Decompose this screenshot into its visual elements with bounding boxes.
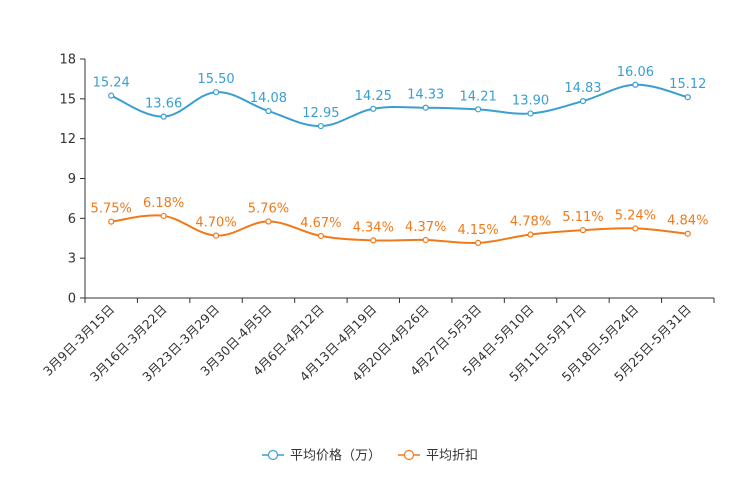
data-label: 4.70%	[195, 216, 236, 231]
data-point	[579, 227, 587, 234]
data-label: 4.15%	[457, 223, 498, 238]
data-label: 6.18%	[143, 196, 184, 211]
data-point	[212, 89, 220, 96]
y-tick-label: 0	[68, 292, 76, 307]
data-label: 14.83	[564, 81, 601, 96]
data-label: 14.25	[355, 89, 392, 104]
legend[interactable]: 平均价格（万） 平均折扣	[262, 448, 478, 464]
data-label: 5.24%	[615, 208, 656, 223]
legend-marker	[267, 449, 279, 461]
data-point	[108, 92, 115, 99]
data-point	[370, 237, 377, 244]
legend-marker	[403, 449, 415, 461]
series-layer: 15.24 13.66 15.50 14.08 12.95 14.25 14.33 14.21…	[91, 65, 708, 246]
data-point	[370, 105, 377, 112]
series-line	[111, 214, 688, 245]
data-label: 12.95	[302, 106, 339, 121]
series-1: 15.24 13.66 15.50 14.08 12.95 14.25 14.33 14.21…	[93, 65, 706, 130]
legend-label: 平均价格（万）	[290, 448, 381, 464]
data-point	[317, 232, 324, 240]
data-label: 16.06	[617, 65, 654, 80]
data-point	[160, 212, 167, 220]
data-label: 5.11%	[562, 210, 603, 225]
data-label: 15.12	[669, 77, 706, 92]
legend-item-1[interactable]: 平均价格（万）	[262, 448, 381, 464]
data-point	[684, 230, 691, 237]
y-tick-label: 9	[68, 172, 76, 187]
data-label: 5.75%	[91, 202, 132, 217]
y-tick-label: 3	[68, 252, 76, 267]
data-point	[212, 232, 220, 239]
data-label: 14.08	[250, 91, 287, 106]
y-tick-label: 12	[59, 132, 76, 147]
series-2: 5.75% 6.18% 4.70% 5.76% 4.67% 4.34% 4.37% 4.15%…	[91, 196, 708, 246]
data-point	[265, 218, 272, 225]
data-label: 13.66	[145, 97, 182, 112]
data-point	[475, 239, 482, 246]
data-point	[108, 218, 115, 225]
data-label: 4.84%	[667, 214, 708, 229]
data-point	[684, 94, 691, 101]
data-point	[160, 113, 167, 120]
data-label: 4.78%	[510, 215, 551, 230]
data-point	[422, 236, 429, 244]
y-tick-label: 15	[59, 92, 76, 107]
data-label: 4.34%	[353, 220, 394, 235]
data-point	[317, 122, 324, 130]
data-label: 13.90	[512, 93, 549, 108]
data-point	[527, 110, 534, 117]
data-label: 5.76%	[248, 202, 289, 217]
y-tick-label: 18	[59, 53, 76, 68]
data-point	[527, 231, 534, 238]
data-point	[632, 225, 639, 232]
y-tick-label: 6	[68, 212, 76, 227]
data-label: 15.50	[197, 72, 234, 87]
data-label: 15.24	[93, 76, 130, 91]
data-label: 14.33	[407, 88, 444, 103]
legend-item-2[interactable]: 平均折扣	[398, 449, 478, 464]
data-point	[265, 107, 272, 115]
data-point	[422, 104, 429, 111]
data-label: 14.21	[460, 89, 497, 104]
data-point	[632, 81, 639, 88]
series-line	[110, 83, 689, 128]
data-point	[475, 106, 482, 113]
data-label: 4.67%	[300, 216, 341, 231]
data-label: 4.37%	[405, 220, 446, 235]
data-point	[579, 97, 587, 105]
legend-label: 平均折扣	[426, 449, 478, 464]
